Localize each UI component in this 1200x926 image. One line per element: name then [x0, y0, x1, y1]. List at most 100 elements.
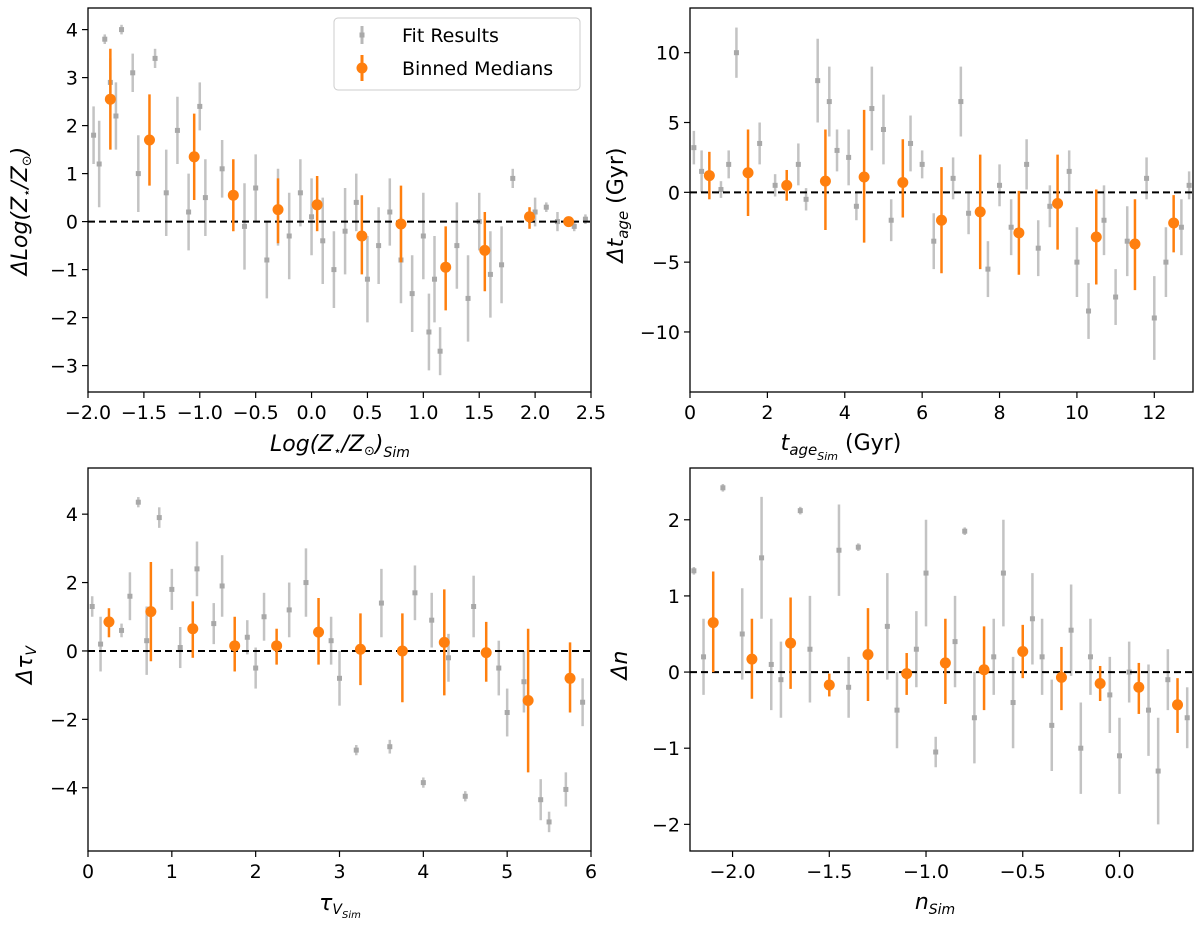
fit-point — [1035, 245, 1041, 251]
y-tick-label: −3 — [50, 356, 78, 378]
fit-point — [211, 621, 217, 627]
fit-point — [471, 603, 477, 609]
fit-point — [135, 499, 141, 505]
fit-point — [261, 614, 267, 620]
fit-point — [96, 161, 102, 167]
fit-point — [1113, 294, 1119, 300]
fit-point — [971, 715, 977, 721]
fit-point — [169, 586, 175, 592]
x-tick-label: 0.5 — [352, 402, 382, 424]
fit-point — [1066, 168, 1072, 174]
fit-point — [919, 161, 925, 167]
fit-point — [454, 243, 460, 249]
median-point — [479, 244, 491, 256]
fit-point — [1049, 722, 1055, 728]
x-tick-label: 2.5 — [576, 402, 606, 424]
fit-point — [538, 797, 544, 803]
x-tick-label: 2 — [761, 402, 773, 424]
median-point — [1168, 217, 1180, 229]
fit-point — [834, 147, 840, 153]
median-point — [313, 626, 325, 638]
x-tick-label: −1.0 — [177, 402, 223, 424]
fit-point — [733, 50, 739, 56]
fit-point — [113, 113, 119, 119]
y-axis-label: ΔτV — [13, 645, 40, 686]
fit-point — [152, 55, 158, 61]
median-point — [823, 679, 835, 691]
fit-point — [1000, 570, 1006, 576]
x-axis-label: tageSim (Gyr) — [781, 431, 902, 463]
fit-results-sersic-index — [691, 483, 1190, 825]
fit-point — [156, 515, 162, 521]
fit-point — [1124, 238, 1130, 244]
fit-point — [966, 210, 972, 216]
legend-median-label: Binned Medians — [402, 58, 553, 80]
fit-point — [1047, 203, 1053, 209]
fit-point — [241, 223, 247, 229]
x-tick-label: 10 — [1065, 402, 1089, 424]
fit-point — [880, 126, 886, 132]
median-point — [145, 606, 157, 618]
x-ticks: 0 2 4 6 8 10 12 — [684, 392, 1166, 424]
fit-point — [264, 257, 270, 263]
binned-medians-optical-depth — [103, 562, 576, 773]
median-point — [438, 636, 450, 648]
y-tick-label: −10 — [640, 322, 680, 344]
median-point — [1133, 681, 1145, 693]
x-tick-label: 0 — [684, 402, 696, 424]
median-point — [1017, 646, 1029, 658]
median-point — [564, 672, 576, 684]
fit-point — [807, 646, 813, 652]
x-tick-label: 2.0 — [520, 402, 550, 424]
median-point — [707, 617, 719, 629]
fit-point — [253, 665, 259, 671]
fit-point — [174, 127, 180, 133]
fit-point — [1024, 161, 1030, 167]
fit-point — [1078, 745, 1084, 751]
median-point — [746, 653, 758, 665]
fit-point — [1010, 700, 1016, 706]
fit-point — [432, 276, 438, 282]
fit-point — [253, 185, 259, 191]
y-tick-label: 0 — [668, 662, 680, 684]
median-point — [480, 647, 492, 659]
fit-point — [496, 665, 502, 671]
fit-point — [219, 166, 225, 172]
median-point — [272, 204, 284, 216]
x-tick-label: 2 — [250, 861, 262, 883]
median-point — [271, 640, 283, 652]
fit-point — [554, 219, 560, 225]
y-axis-label: Δtage (Gyr) — [604, 148, 632, 265]
fit-point — [144, 638, 150, 644]
x-tick-label: 5 — [501, 861, 513, 883]
fit-point — [1146, 707, 1152, 713]
y-tick-label: −1 — [50, 260, 78, 282]
fit-point — [328, 638, 334, 644]
fit-point — [888, 217, 894, 223]
median-point — [978, 664, 990, 676]
fit-point — [412, 590, 418, 596]
fit-point — [1086, 308, 1092, 314]
fit-point — [177, 645, 183, 651]
median-point — [1094, 677, 1106, 689]
fit-point — [950, 175, 956, 181]
median-point — [188, 151, 200, 163]
fit-point — [546, 819, 552, 825]
fit-point — [846, 154, 852, 160]
fit-point — [563, 786, 569, 792]
x-tick-label: 12 — [1142, 402, 1166, 424]
fit-point — [353, 747, 359, 753]
median-point — [396, 645, 408, 657]
fit-point — [353, 199, 359, 205]
x-tick-label: 1.5 — [464, 402, 494, 424]
median-point — [395, 218, 407, 230]
y-tick-label: 4 — [66, 504, 78, 526]
median-point — [1052, 197, 1064, 209]
legend-median-dot — [356, 62, 368, 74]
x-tick-label: 1 — [166, 861, 178, 883]
x-tick-label: −2.0 — [709, 861, 755, 883]
fit-point — [691, 568, 697, 574]
fit-point — [499, 262, 505, 268]
fit-point — [297, 190, 303, 196]
